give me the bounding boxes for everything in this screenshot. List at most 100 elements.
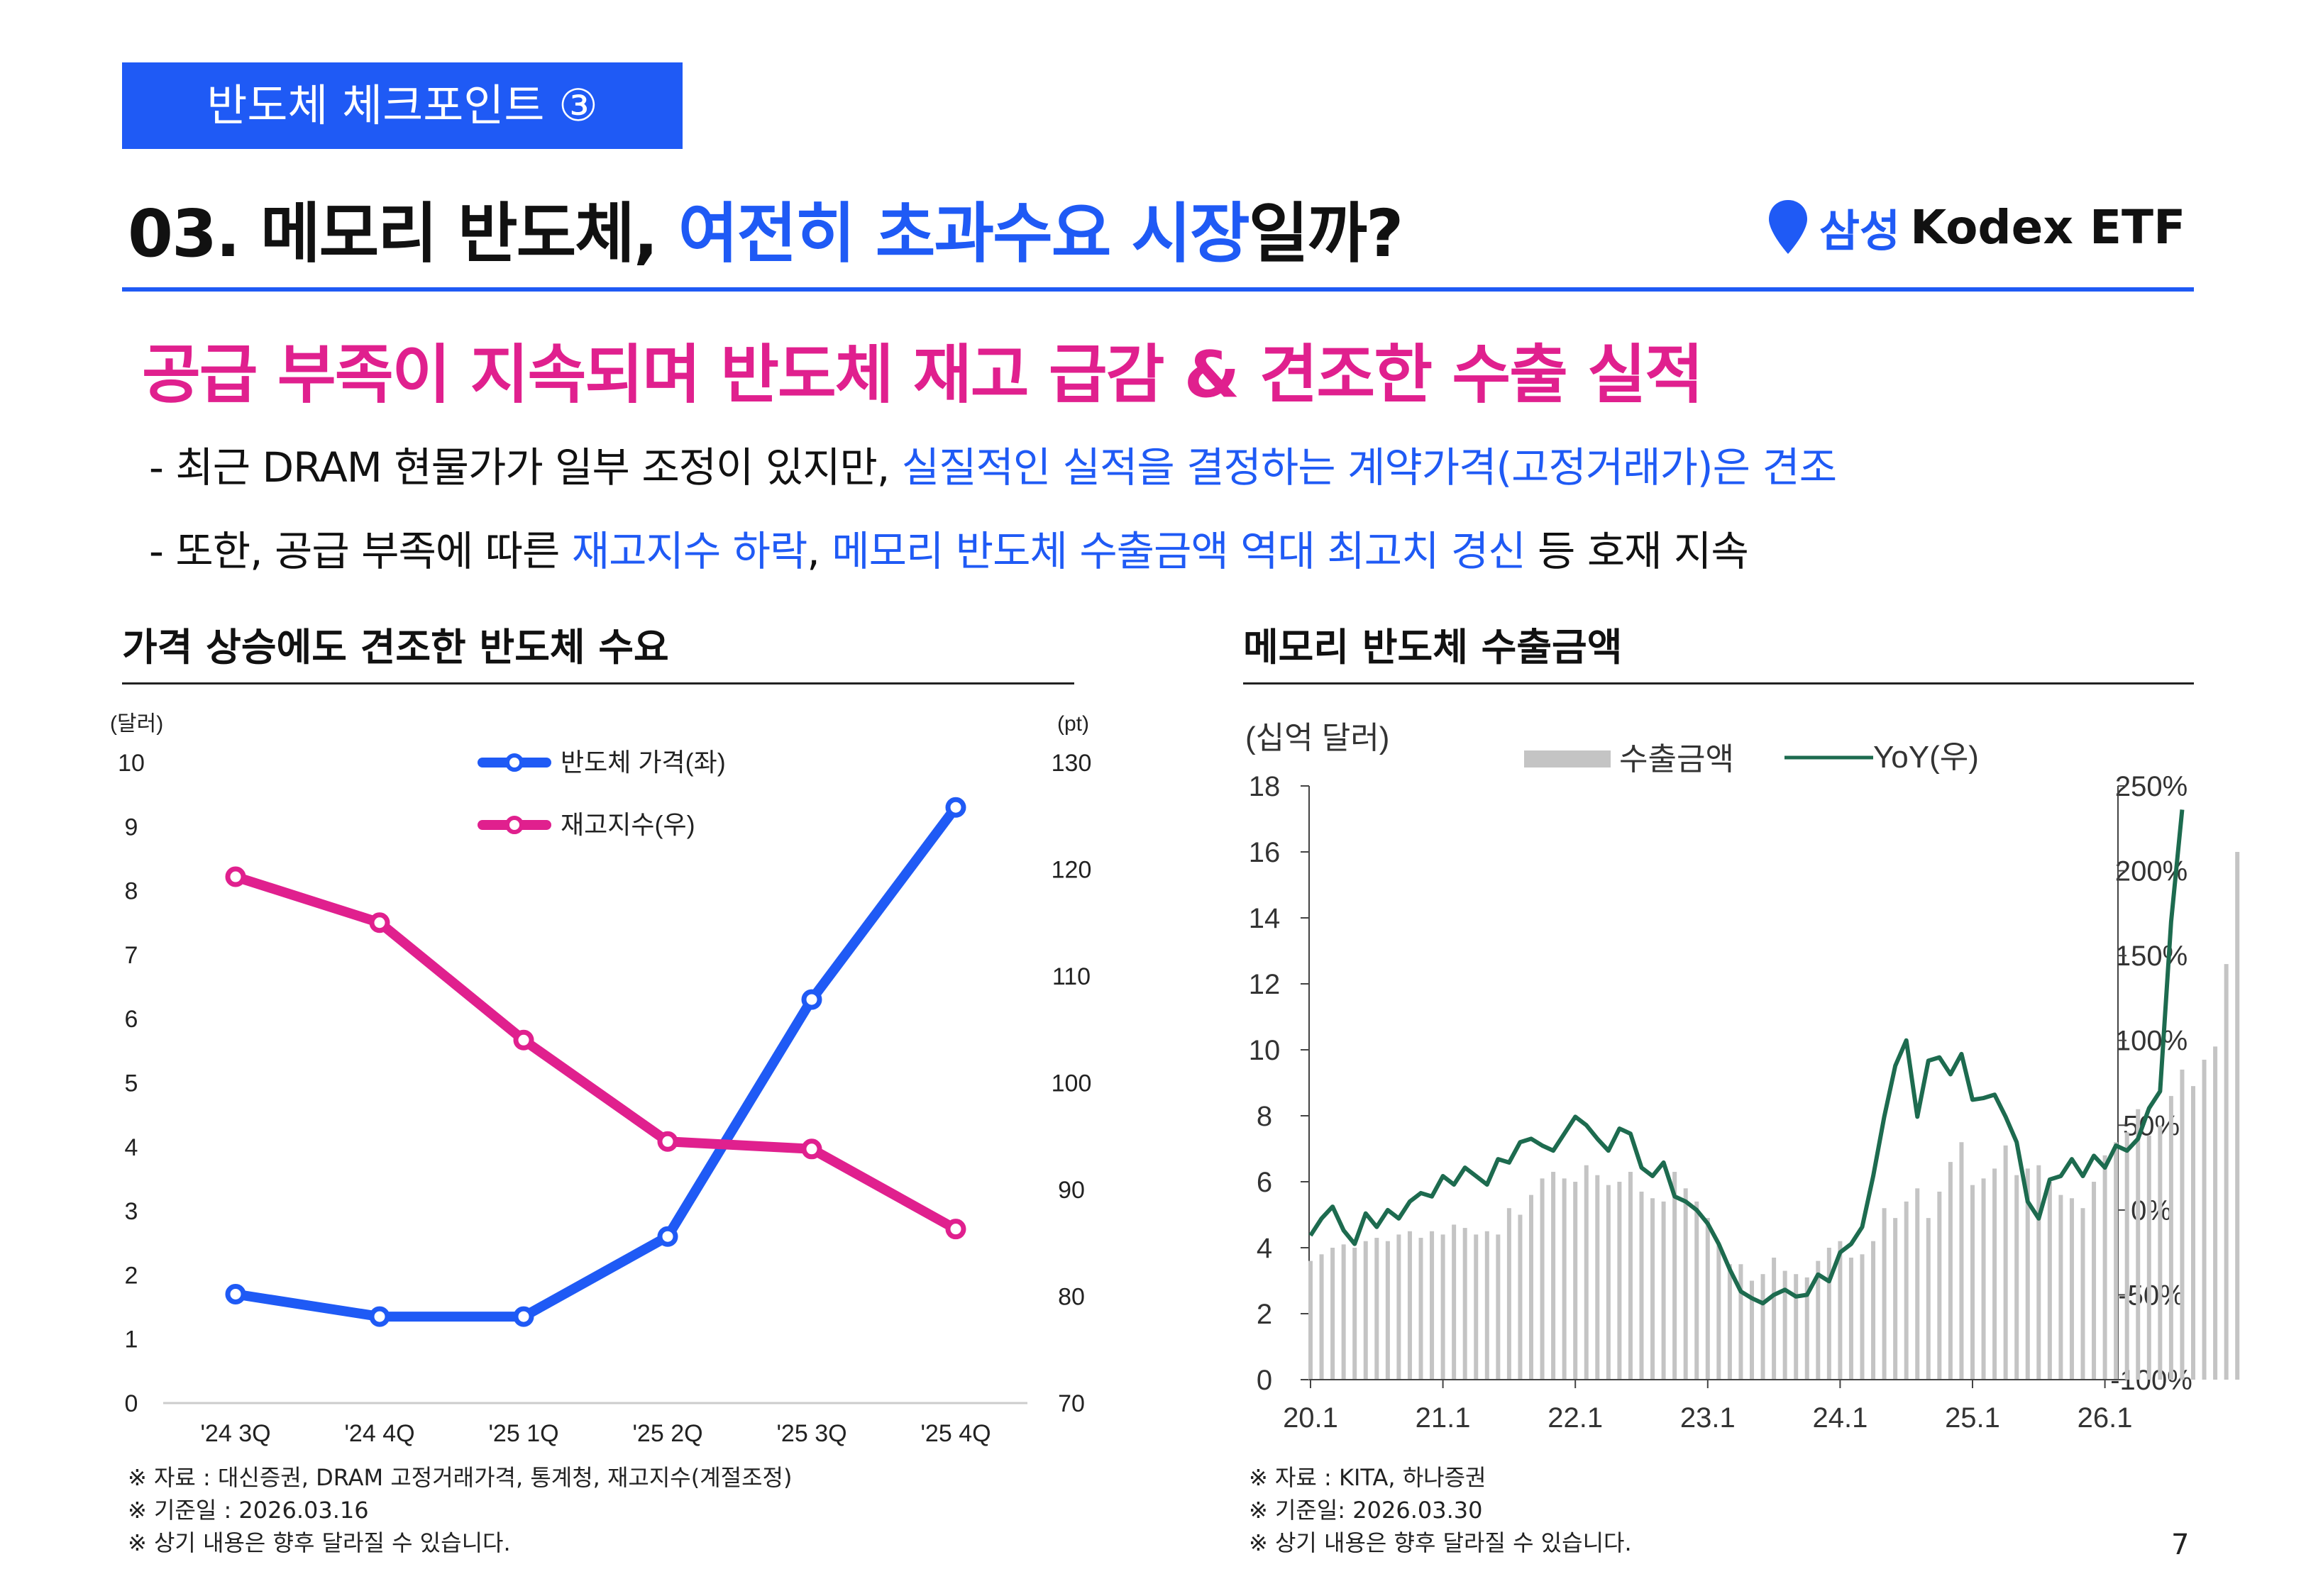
export-bar [1418,1238,1423,1380]
data-point [945,1219,966,1240]
left-axis-tick: 10 [1249,1035,1281,1066]
left-axis-tick: 16 [1249,837,1281,868]
export-bar [1804,1277,1809,1380]
data-point [513,1306,534,1327]
location-pin-icon [1769,200,1807,254]
export-bar [1838,1241,1843,1380]
export-bar [2092,1182,2097,1380]
left-axis-tick: 6 [125,1006,138,1033]
data-point [225,866,246,887]
export-bar [2180,1069,2185,1380]
x-axis-tick: 20.1 [1283,1402,1338,1434]
export-bar [1573,1182,1578,1380]
export-bar [1794,1274,1799,1380]
export-bar [1816,1260,1821,1380]
export-bar [1826,1248,1831,1380]
export-bar [1452,1224,1457,1380]
left-note-source: ※ 자료 : 대신증권, DRAM 고정거래가격, 통계청, 재고지수(계절조정… [128,1464,793,1491]
export-bar [1760,1274,1765,1380]
right-chart-notes: ※ 자료 : KITA, 하나증권 ※ 기준일: 2026.03.30 ※ 상기… [1249,1461,1632,1559]
export-bar [1848,1257,1853,1380]
series-line-inventory [231,872,961,1234]
export-bar [1893,1218,1898,1380]
bullet-1: - 최근 DRAM 현물가가 일부 조정이 있지만, 실질적인 실적을 결정하는… [149,434,1837,494]
left-axis-unit: (달러) [110,712,163,736]
brand-logo: 삼성 Kodex ETF [1767,192,2185,262]
right-chart-divider [1243,682,2194,685]
right-note-source: ※ 자료 : KITA, 하나증권 [1249,1464,1486,1491]
export-bar [1683,1188,1688,1380]
export-bar [1440,1234,1445,1380]
bullet-1-highlight: 실질적인 실적을 결정하는 계약가격(고정거래가)은 견조 [901,443,1837,492]
export-bar [1904,1201,1909,1380]
subheadline: 공급 부족이 지속되며 반도체 재고 급감 & 견조한 수출 실적 [142,338,1704,412]
page-number: 7 [2171,1529,2190,1561]
right-chart-title: 메모리 반도체 수출금액 [1243,625,1623,670]
yoy-line [1308,809,2185,1306]
bullet-2-highlight-1: 재고지수 하락 [571,527,808,575]
export-bar [1407,1231,1412,1380]
export-bar [1474,1234,1479,1380]
legend-bar-label: 수출금액 [1619,742,1734,777]
right-axis-tick: 250% [2115,771,2188,802]
left-note-date: ※ 기준일 : 2026.03.16 [128,1497,369,1524]
bullet-2: - 또한, 공급 부족에 따른 재고지수 하락, 메모리 반도체 수출금액 역대… [149,518,1749,577]
export-bar [2146,1135,2151,1380]
export-bar [2235,852,2240,1380]
right-axis-unit: (pt) [1057,712,1089,736]
right-axis-tick: 130 [1052,750,1092,777]
export-bar [1738,1264,1743,1380]
header-divider [122,287,2194,292]
export-bar [2102,1155,2107,1380]
left-axis-tick: 2 [125,1262,138,1289]
export-bar [1948,1162,1953,1380]
export-bar [1992,1168,1997,1380]
export-bar [1540,1178,1545,1380]
export-bar [1396,1234,1401,1380]
export-bar [1363,1241,1368,1380]
left-axis-tick: 0 [125,1390,138,1417]
export-bar [1595,1175,1600,1380]
export-bar [1374,1238,1379,1380]
left-axis-tick: 5 [125,1070,138,1097]
left-chart-notes: ※ 자료 : 대신증권, DRAM 고정거래가격, 통계청, 재고지수(계절조정… [128,1461,792,1559]
x-axis-tick: '24 4Q [344,1420,414,1447]
x-axis-tick: 23.1 [1680,1402,1736,1434]
bullet-2-highlight-2: 메모리 반도체 수출금액 역대 최고치 경신 [832,527,1526,575]
brand-samsung: 삼성 [1819,205,1901,257]
page-title: 03. 메모리 반도체, 여전히 초과수요 시장일까? [128,181,1403,275]
export-bar [2136,1109,2141,1380]
left-axis-tick: 3 [125,1198,138,1225]
export-bar [1341,1244,1346,1380]
export-bar [1937,1191,1942,1380]
right-axis-tick: 100% [2115,1026,2188,1057]
data-point [657,1226,678,1247]
title-highlight: 여전히 초과수요 시장 [678,196,1250,272]
right-axis-tick: -50% [2118,1280,2184,1311]
data-point [369,912,390,933]
export-bar [2191,1086,2195,1380]
left-axis-tick: 18 [1249,771,1281,802]
export-bar [1330,1248,1335,1380]
legend-marker [505,816,524,834]
export-bar [2003,1145,2008,1380]
export-bar [2124,1132,2129,1380]
data-point [513,1029,534,1051]
right-axis-tick: 90 [1058,1177,1085,1204]
export-bar [1606,1185,1611,1380]
export-bar [1882,1208,1887,1380]
left-axis-tick: 6 [1257,1167,1272,1198]
export-bar [1562,1178,1567,1380]
export-bar [1639,1191,1644,1380]
right-axis-tick: 110 [1052,963,1091,990]
export-bar [2213,1046,2218,1380]
export-bar [1672,1172,1677,1380]
right-axis-tick: 70 [1058,1390,1085,1417]
left-chart-divider [122,682,1074,685]
export-bar [2080,1208,2085,1380]
export-bar [1871,1241,1876,1380]
left-axis-tick: 7 [125,942,138,969]
x-axis-tick: '25 1Q [488,1420,558,1447]
legend-bar-swatch [1524,750,1611,767]
